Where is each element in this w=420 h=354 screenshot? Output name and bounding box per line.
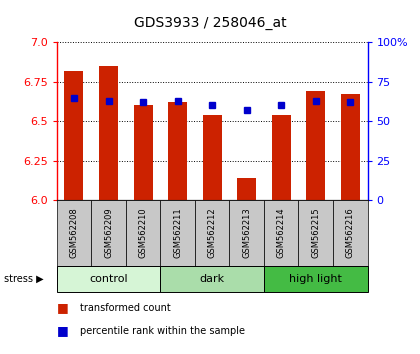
Bar xyxy=(306,91,325,200)
Bar xyxy=(333,200,368,266)
Text: high light: high light xyxy=(289,274,342,284)
Text: GSM562215: GSM562215 xyxy=(311,207,320,258)
Text: dark: dark xyxy=(200,274,225,284)
Text: GSM562213: GSM562213 xyxy=(242,207,251,258)
Text: stress ▶: stress ▶ xyxy=(4,274,44,284)
Bar xyxy=(264,200,299,266)
Text: ■: ■ xyxy=(57,325,68,337)
Bar xyxy=(65,71,84,200)
Text: GSM562212: GSM562212 xyxy=(207,207,217,258)
Text: GSM562211: GSM562211 xyxy=(173,207,182,258)
Bar xyxy=(126,200,160,266)
Bar xyxy=(134,105,152,200)
Bar xyxy=(237,178,256,200)
Text: GSM562208: GSM562208 xyxy=(69,207,79,258)
Bar xyxy=(264,266,368,292)
Bar xyxy=(202,115,222,200)
Bar xyxy=(341,95,360,200)
Text: GSM562210: GSM562210 xyxy=(139,207,147,258)
Bar xyxy=(195,200,229,266)
Text: ■: ■ xyxy=(57,302,68,314)
Text: transformed count: transformed count xyxy=(80,303,171,313)
Text: GSM562209: GSM562209 xyxy=(104,207,113,258)
Bar xyxy=(57,266,160,292)
Text: GDS3933 / 258046_at: GDS3933 / 258046_at xyxy=(134,16,286,30)
Bar xyxy=(272,115,291,200)
Text: percentile rank within the sample: percentile rank within the sample xyxy=(80,326,245,336)
Bar xyxy=(57,200,91,266)
Text: GSM562214: GSM562214 xyxy=(277,207,286,258)
Bar xyxy=(168,102,187,200)
Bar xyxy=(160,200,195,266)
Bar xyxy=(91,200,126,266)
Bar xyxy=(229,200,264,266)
Bar xyxy=(99,66,118,200)
Bar xyxy=(160,266,264,292)
Bar xyxy=(299,200,333,266)
Text: GSM562216: GSM562216 xyxy=(346,207,355,258)
Text: control: control xyxy=(89,274,128,284)
